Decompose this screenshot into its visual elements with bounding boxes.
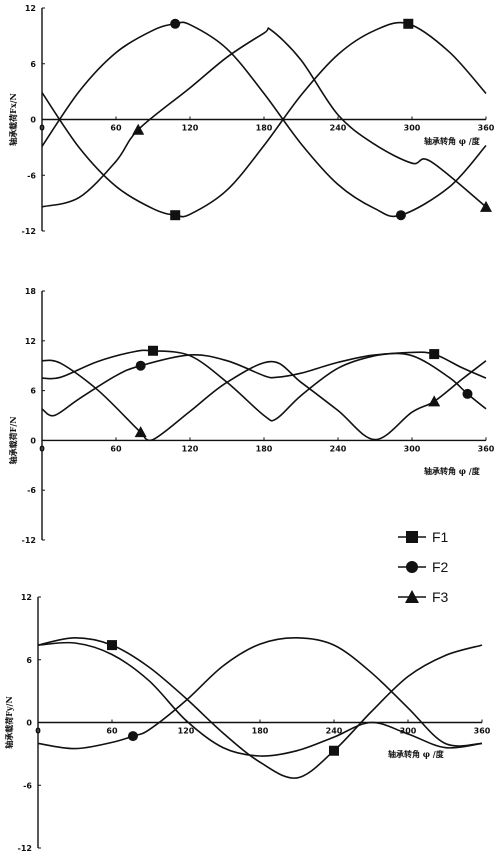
y-axis-label: 轴承载荷Fx/N xyxy=(8,93,18,146)
x-tick-label: 120 xyxy=(182,124,199,133)
series-line-f3 xyxy=(41,27,487,208)
x-tick-label: 240 xyxy=(326,727,343,736)
series-line-f1 xyxy=(41,349,487,422)
series-marker-f3 xyxy=(132,123,145,135)
series-marker-f3 xyxy=(428,395,441,407)
x-tick-label: 300 xyxy=(404,124,421,133)
chart-panel-2: 0 60 120 180 240 300 360181260-6-12轴承载荷F/N轴承转角… xyxy=(8,287,495,545)
x-tick-label: 0 xyxy=(39,124,45,133)
x-tick-label: 120 xyxy=(182,444,199,453)
series-marker-f1 xyxy=(429,349,440,360)
legend: F1 F2 F3 xyxy=(398,529,449,605)
x-tick-label: 240 xyxy=(330,444,347,453)
y-tick-label: 0 xyxy=(30,116,36,125)
y-tick-label: 6 xyxy=(30,60,36,69)
y-tick-label: -6 xyxy=(27,486,36,495)
series-marker-f2 xyxy=(127,731,138,742)
x-tick-label: 0 xyxy=(35,727,41,736)
series-marker-f3 xyxy=(480,200,492,212)
series-marker-f2 xyxy=(170,18,181,29)
y-tick-label: 0 xyxy=(30,436,36,445)
series-marker-f2 xyxy=(395,210,406,221)
x-axis-label: 轴承转角 φ /度 xyxy=(388,749,445,759)
x-tick-label: 360 xyxy=(478,444,495,453)
x-tick-label: 60 xyxy=(110,444,122,453)
series-line-f2 xyxy=(41,352,487,417)
y-tick-label: 0 xyxy=(26,719,32,728)
x-axis-label: 轴承转角 φ /度 xyxy=(424,466,481,476)
x-tick-label: 240 xyxy=(330,124,347,133)
x-tick-label: 360 xyxy=(478,124,495,133)
x-axis-label: 轴承转角 φ /度 xyxy=(424,136,481,146)
series-marker-f2 xyxy=(462,388,473,399)
x-tick-label: 120 xyxy=(178,727,195,736)
series-line-f3 xyxy=(37,641,483,757)
y-tick-label: 6 xyxy=(30,387,36,396)
series-marker-f1 xyxy=(148,345,158,356)
x-tick-label: 60 xyxy=(106,727,118,736)
y-tick-label: 12 xyxy=(25,4,36,13)
chart-panel-3: 0 60 120 180 240 300 3601260-6-12轴承载荷Fy/N轴承转角 … xyxy=(4,593,491,853)
legend-marker-f2 xyxy=(406,561,418,573)
y-tick-label: -12 xyxy=(22,536,36,545)
y-axis-label: 轴承载荷F/N xyxy=(8,416,18,464)
y-tick-label: 12 xyxy=(25,337,36,346)
y-tick-label: -12 xyxy=(18,844,32,853)
series-marker-f1 xyxy=(107,640,117,651)
y-tick-label: 6 xyxy=(26,656,32,665)
legend-marker-f1 xyxy=(406,531,418,543)
y-tick-label: -12 xyxy=(22,227,36,236)
y-axis-label: 轴承载荷Fy/N xyxy=(4,696,14,749)
x-tick-label: 60 xyxy=(110,124,122,133)
series-marker-f1 xyxy=(329,745,339,756)
x-tick-label: 180 xyxy=(256,444,273,453)
legend-label-f3: F3 xyxy=(432,589,449,605)
series-line-f2 xyxy=(37,636,483,750)
series-marker-f1 xyxy=(403,18,414,29)
legend-label-f1: F1 xyxy=(432,529,449,545)
legend-label-f2: F2 xyxy=(432,559,449,575)
x-tick-label: 300 xyxy=(404,444,421,453)
x-tick-label: 180 xyxy=(256,124,273,133)
series-marker-f3 xyxy=(134,426,147,438)
y-tick-label: -6 xyxy=(27,171,36,180)
series-marker-f2 xyxy=(135,360,146,371)
series-marker-f1 xyxy=(170,210,181,221)
series-line-f3 xyxy=(41,359,487,442)
x-tick-label: 180 xyxy=(252,727,269,736)
x-tick-label: 0 xyxy=(39,444,45,453)
y-tick-label: -6 xyxy=(23,781,32,790)
y-tick-label: 12 xyxy=(21,593,32,602)
y-tick-label: 18 xyxy=(25,287,37,296)
x-tick-label: 300 xyxy=(400,727,417,736)
x-tick-label: 360 xyxy=(474,727,491,736)
legend-marker-f3 xyxy=(405,590,419,603)
